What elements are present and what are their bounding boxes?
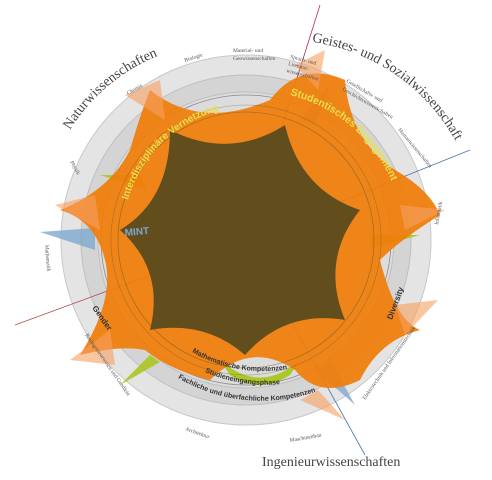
dark-center-star	[120, 125, 360, 355]
subject-informatik: Informatik	[433, 201, 444, 226]
subject-material-2: Geowissenschaften	[233, 55, 276, 62]
orange-tip-gender	[70, 330, 115, 365]
subject-maschinenbau: Maschinenbau	[289, 432, 322, 444]
orange-tip-right	[400, 205, 445, 230]
subject-architektur: Architektur	[184, 426, 210, 440]
subject-mathematik: Mathematik	[43, 245, 51, 272]
orange-tip-bottom	[300, 390, 345, 420]
orange-tip-top	[295, 50, 325, 90]
green-spike-bottom-left	[120, 355, 160, 385]
green-arc-bottom	[220, 360, 300, 385]
orange-tip-diversity	[395, 300, 438, 335]
faculty-ingenieur-label: Ingenieurwissenschaften	[262, 455, 400, 470]
blue-spike-mint	[40, 228, 95, 250]
theme-mint: MINT	[124, 226, 149, 239]
subject-sprach-2: Literatur-	[287, 61, 309, 72]
inner-arc-line-1	[117, 111, 375, 369]
orange-tip-mathe	[55, 195, 100, 230]
inner-arc-line-2	[110, 104, 382, 376]
orange-tips	[55, 50, 445, 420]
subject-biologie: Biologie	[184, 52, 204, 64]
subject-material-1: Material- und	[233, 48, 263, 54]
orange-tip-chemie	[125, 80, 165, 120]
